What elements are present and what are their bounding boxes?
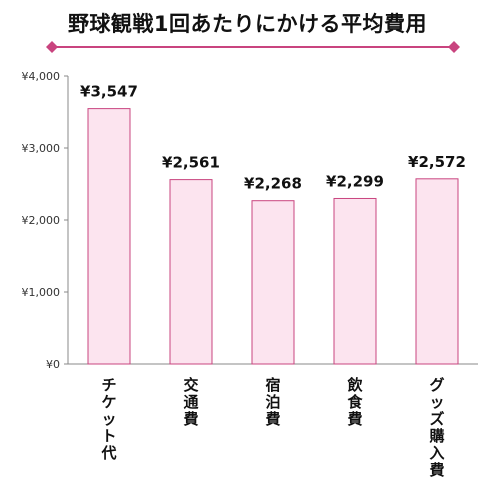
title-underline-diamond-left [46, 41, 58, 53]
bar-value-label: ¥2,572 [408, 153, 466, 171]
bar-value-label: ¥3,547 [80, 83, 138, 101]
y-tick-label: ¥1,000 [22, 286, 61, 299]
x-category-label: チケット代 [100, 376, 116, 462]
title-underline-diamond-right [448, 41, 460, 53]
bar [169, 179, 213, 365]
x-category-label: 飲食費 [346, 376, 363, 428]
y-tick-label: ¥2,000 [22, 214, 61, 227]
bar-value-label: ¥2,268 [244, 175, 302, 193]
x-category-label: 交通費 [183, 376, 198, 428]
bar [87, 108, 131, 365]
chart-title: 野球観戦1回あたりにかける平均費用 [67, 12, 428, 36]
y-tick-label: ¥4,000 [22, 70, 61, 83]
x-category-label: 宿泊費 [265, 376, 280, 428]
bar-value-label: ¥2,299 [326, 172, 384, 190]
x-category-label: グッズ購入費 [428, 376, 444, 479]
bar [333, 197, 377, 365]
bar-value-label: ¥2,561 [162, 154, 220, 172]
bar [415, 178, 459, 365]
y-tick-label: ¥0 [46, 358, 60, 371]
bar [251, 200, 295, 365]
y-tick-label: ¥3,000 [22, 142, 61, 155]
